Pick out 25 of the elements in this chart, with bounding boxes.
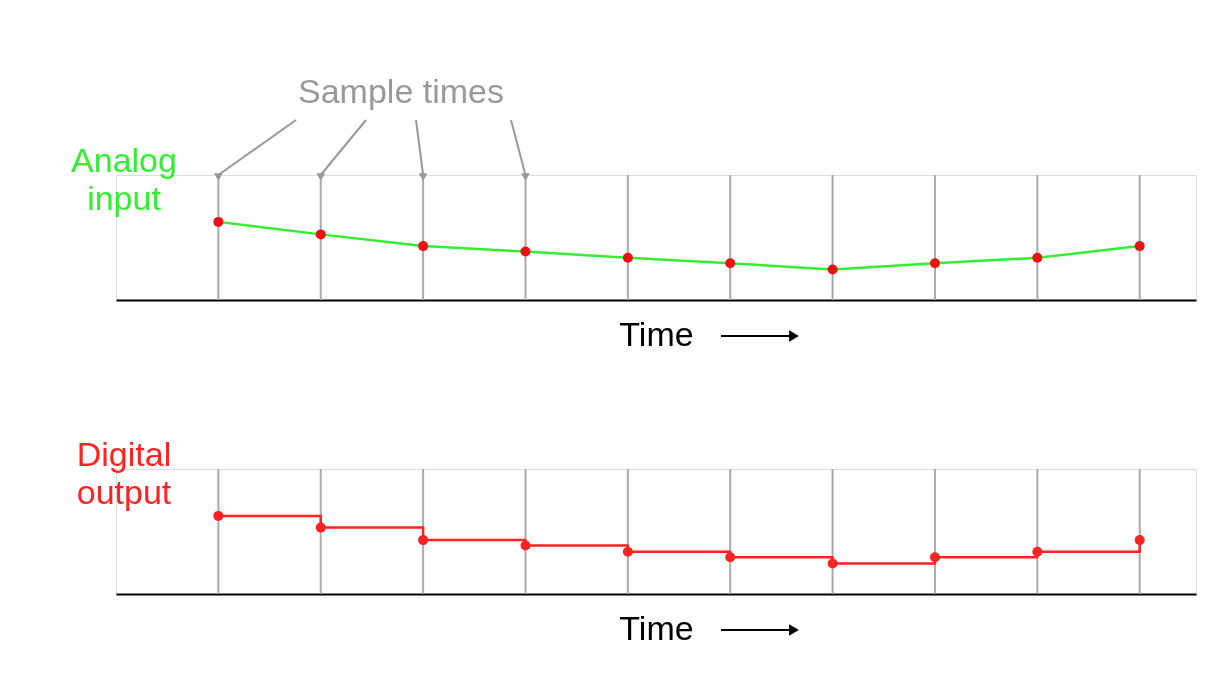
point: [1134, 241, 1145, 252]
point: [418, 535, 429, 546]
series-label: Analog input: [71, 141, 177, 217]
point: [520, 540, 531, 551]
point: [827, 558, 838, 569]
point: [1032, 252, 1043, 263]
point: [929, 552, 940, 563]
series-label: Digital output: [76, 435, 172, 511]
point: [213, 510, 224, 521]
x-axis-title: Time: [619, 314, 694, 353]
point: [520, 246, 531, 257]
point: [418, 241, 429, 252]
point: [929, 258, 940, 269]
x-axis-title: Time: [619, 608, 694, 647]
point: [827, 264, 838, 275]
point: [213, 216, 224, 227]
point: [622, 252, 633, 263]
point: [725, 552, 736, 563]
point: [315, 522, 326, 533]
point: [315, 229, 326, 240]
point: [622, 546, 633, 557]
point: [725, 258, 736, 269]
text: Sample times: [298, 72, 504, 110]
point: [1032, 546, 1043, 557]
point: [1134, 535, 1145, 546]
